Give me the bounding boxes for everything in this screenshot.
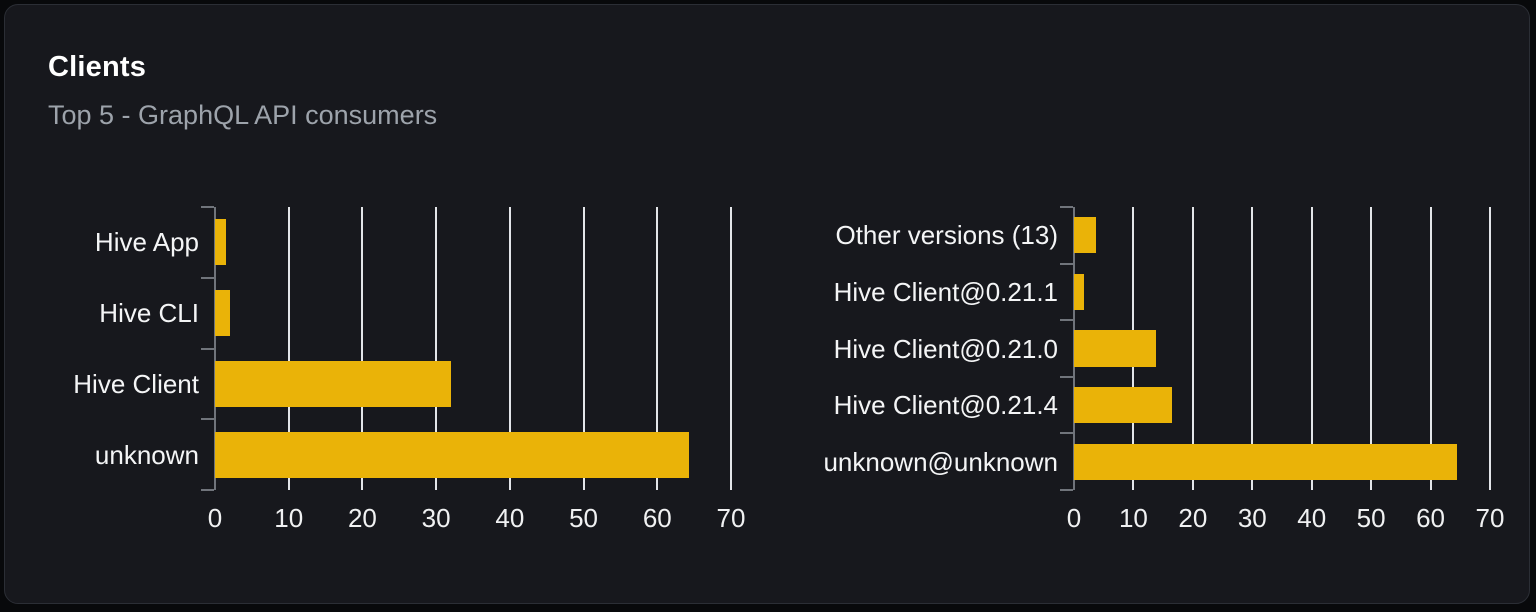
y-axis-tick bbox=[201, 489, 214, 491]
category-label-hive-client: Hive Client bbox=[73, 368, 199, 399]
category-label-unknown: unknown bbox=[94, 439, 199, 470]
x-axis-tick-label: 20 bbox=[347, 503, 377, 533]
grid-line-70 bbox=[1489, 207, 1491, 490]
category-label-other-versions-13: Other versions (13) bbox=[835, 220, 1058, 251]
x-axis-tick-label: 30 bbox=[421, 503, 451, 533]
y-axis-tick bbox=[1060, 489, 1073, 491]
bar-hive-app[interactable] bbox=[215, 219, 227, 266]
grid-line-20 bbox=[1191, 207, 1194, 490]
card-subtitle: Top 5 - GraphQL API consumers bbox=[48, 100, 438, 130]
x-axis-tick-label: 0 bbox=[1066, 503, 1082, 533]
y-axis-tick bbox=[1060, 375, 1073, 378]
x-axis-tick-label: 10 bbox=[1118, 503, 1148, 533]
category-label-unknown-unknown: unknown@unknown bbox=[823, 446, 1058, 477]
x-axis-tick-label: 10 bbox=[274, 503, 304, 533]
x-axis-tick-label: 60 bbox=[642, 503, 672, 533]
bar-unknown[interactable] bbox=[215, 431, 689, 478]
y-axis-tick bbox=[201, 347, 214, 350]
bar-unknown-unknown[interactable] bbox=[1074, 443, 1458, 480]
clients-card: Clients Top 5 - GraphQL API consumers bbox=[4, 4, 1530, 604]
clients-by-version-chart: 0 10 20 30 40 50 60 70 Other versions (13) Hive C… bbox=[823, 206, 1504, 532]
x-axis-tick-label: 0 bbox=[207, 503, 223, 533]
category-label-hive-cli: Hive CLI bbox=[99, 298, 199, 329]
bar-hive-client[interactable] bbox=[215, 360, 451, 407]
grid-line-70 bbox=[730, 207, 732, 490]
category-label-hive-client-0-21-1: Hive Client@0.21.1 bbox=[833, 276, 1058, 307]
bar-hive-client-0-21-1[interactable] bbox=[1074, 273, 1085, 310]
x-axis-tick-label: 30 bbox=[1237, 503, 1267, 533]
y-axis-line bbox=[214, 207, 216, 490]
y-axis-tick bbox=[201, 206, 214, 208]
category-label-hive-app: Hive App bbox=[94, 227, 199, 258]
x-axis-tick-label: 60 bbox=[1416, 503, 1446, 533]
card-title: Clients bbox=[48, 51, 147, 83]
grid-line-20 bbox=[361, 207, 364, 490]
grid-line-10 bbox=[287, 207, 290, 490]
y-axis-tick bbox=[1060, 262, 1073, 265]
clients-by-name-chart: 0 10 20 30 40 50 60 70 Hive App Hive CLI Hive Clie… bbox=[73, 206, 745, 532]
bar-hive-client-0-21-4[interactable] bbox=[1074, 386, 1173, 424]
x-axis-tick-label: 50 bbox=[569, 503, 599, 533]
bar-hive-cli[interactable] bbox=[215, 290, 230, 337]
grid-line-50 bbox=[1370, 207, 1373, 490]
category-label-hive-client-0-21-4: Hive Client@0.21.4 bbox=[833, 390, 1058, 421]
grid-line-30 bbox=[435, 207, 438, 490]
grid-line-60 bbox=[1429, 207, 1432, 490]
bar-other-versions-13[interactable] bbox=[1074, 217, 1096, 254]
y-axis-tick bbox=[201, 276, 214, 279]
y-axis-tick bbox=[1060, 206, 1073, 208]
category-label-hive-client-0-21-0: Hive Client@0.21.0 bbox=[833, 333, 1058, 364]
grid-line-60 bbox=[656, 207, 659, 490]
x-axis-tick-label: 40 bbox=[495, 503, 525, 533]
x-axis-tick-label: 40 bbox=[1297, 503, 1327, 533]
x-axis-tick-label: 70 bbox=[716, 503, 746, 533]
grid-line-50 bbox=[582, 207, 585, 490]
x-axis-tick-label: 20 bbox=[1178, 503, 1208, 533]
bar-hive-client-0-21-0[interactable] bbox=[1074, 330, 1156, 367]
grid-line-40 bbox=[1310, 207, 1313, 490]
y-axis-tick bbox=[1060, 319, 1073, 322]
y-axis-tick bbox=[201, 418, 214, 421]
x-axis-tick-label: 70 bbox=[1475, 503, 1505, 533]
grid-line-40 bbox=[508, 207, 511, 490]
x-axis-tick-label: 50 bbox=[1356, 503, 1386, 533]
grid-line-30 bbox=[1251, 207, 1254, 490]
y-axis-tick bbox=[1060, 432, 1073, 435]
